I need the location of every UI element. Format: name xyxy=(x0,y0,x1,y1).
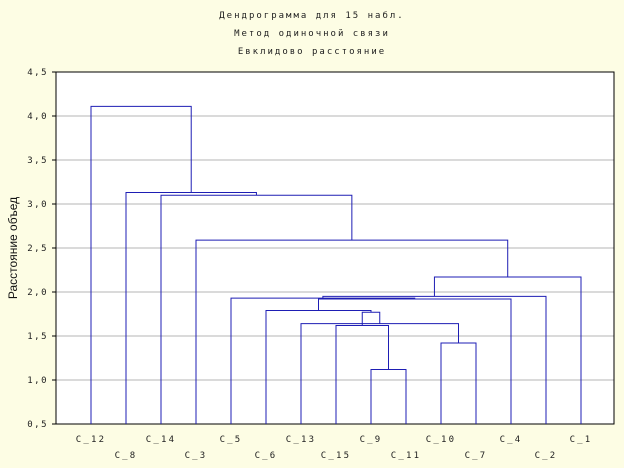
y-tick-label: 2,5 xyxy=(27,244,48,254)
y-tick-label: 1,5 xyxy=(27,332,48,342)
leaf-label: C_9 xyxy=(360,435,383,445)
chart-title-line-2: Метод одиночной связи xyxy=(234,29,390,39)
leaf-label: C_14 xyxy=(146,435,176,445)
y-tick-label: 3,0 xyxy=(27,200,48,210)
leaf-label: C_13 xyxy=(286,435,316,445)
y-tick-label: 4,5 xyxy=(27,68,48,78)
leaf-label: C_7 xyxy=(465,451,488,461)
leaf-label: C_4 xyxy=(500,435,523,445)
leaf-label: C_10 xyxy=(426,435,456,445)
chart-title-line-1: Дендрограмма для 15 набл. xyxy=(219,11,405,21)
y-tick-label: 1,0 xyxy=(27,376,48,386)
y-tick-label: 3,5 xyxy=(27,156,48,166)
link-merge-13 xyxy=(90,105,192,424)
leaf-label: C_8 xyxy=(115,451,138,461)
y-tick-label: 2,0 xyxy=(27,288,48,298)
leaf-label: C_12 xyxy=(76,435,106,445)
leaf-label: C_5 xyxy=(220,435,243,445)
plot-frame xyxy=(55,71,615,425)
leaf-label: C_15 xyxy=(321,451,351,461)
y-axis-label: Расстояние объед xyxy=(6,197,20,299)
leaf-label: C_3 xyxy=(185,451,208,461)
leaf-label: C_6 xyxy=(255,451,278,461)
y-tick-label: 4,0 xyxy=(27,112,48,122)
y-tick-label: 0,5 xyxy=(27,420,48,430)
leaf-label: C_2 xyxy=(535,451,558,461)
leaf-label: C_1 xyxy=(570,435,593,445)
leaf-label: C_11 xyxy=(391,451,421,461)
chart-title-line-3: Евклидово расстояние xyxy=(237,47,387,57)
